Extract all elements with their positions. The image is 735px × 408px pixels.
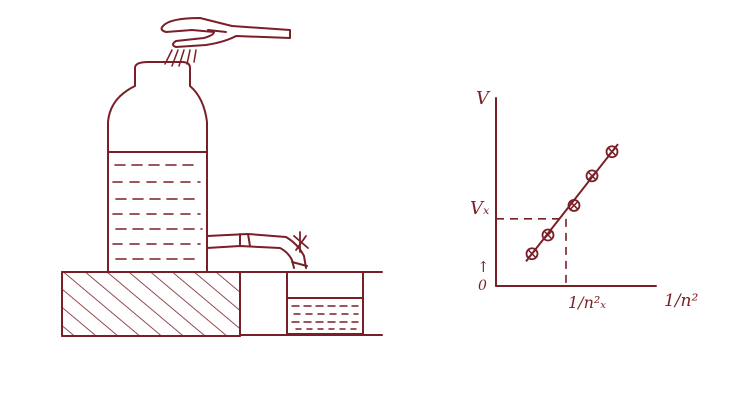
data-point bbox=[525, 247, 539, 261]
graph: V 1/n² Vₓ 1/n²ₓ 0 ↑ bbox=[470, 88, 698, 312]
data-point bbox=[605, 145, 619, 159]
apparatus bbox=[61, 17, 383, 337]
data-point bbox=[567, 199, 581, 212]
y-axis-label: V bbox=[476, 88, 491, 109]
pinch-clip-icon bbox=[293, 231, 309, 253]
vibration-lines bbox=[164, 49, 197, 67]
data-point bbox=[585, 169, 599, 183]
water-level-marks bbox=[112, 164, 203, 260]
arrow-label: ↑ bbox=[477, 258, 490, 276]
bottle-resonator bbox=[107, 61, 208, 273]
x-marker-label: 1/n²ₓ bbox=[568, 293, 606, 312]
hatched-stand bbox=[61, 271, 241, 337]
graph-axes bbox=[495, 97, 657, 287]
x-axis-label: 1/n² bbox=[664, 291, 698, 311]
outlet-tube bbox=[206, 233, 308, 269]
graph-marks bbox=[496, 143, 619, 286]
collecting-beaker bbox=[286, 271, 364, 335]
y-marker-label: Vₓ bbox=[470, 198, 490, 219]
beaker-water-marks bbox=[291, 305, 359, 330]
tuning-fork-icon bbox=[160, 17, 291, 48]
data-point bbox=[541, 228, 555, 242]
origin-label: 0 bbox=[478, 278, 487, 294]
